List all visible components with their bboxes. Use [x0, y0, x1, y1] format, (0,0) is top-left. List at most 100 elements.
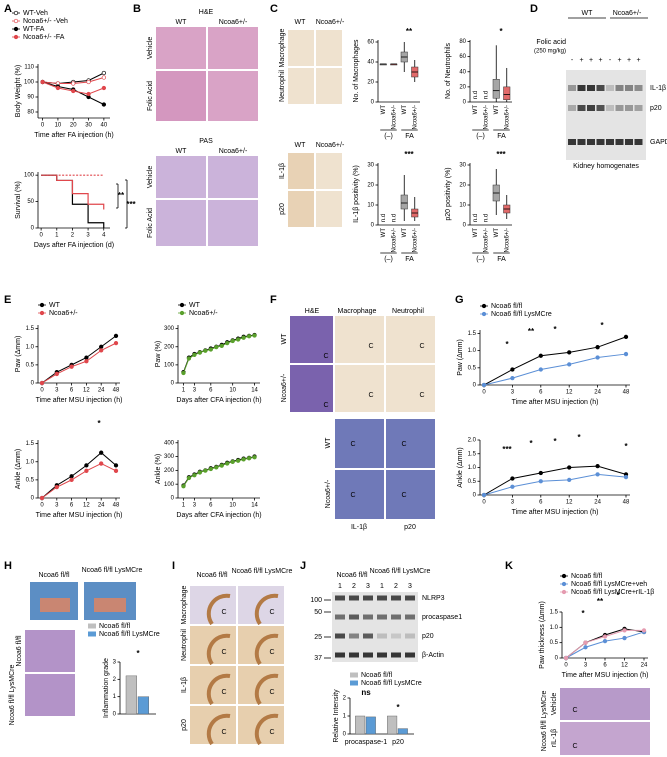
data-point [481, 492, 487, 498]
data-point [567, 350, 572, 355]
not-detected: n.d [473, 214, 479, 222]
y-tick-label: 50 [27, 199, 34, 205]
data-point [40, 79, 45, 85]
label: 37 [314, 655, 322, 662]
cartilage [206, 633, 231, 666]
x-tick-label: 0 [564, 663, 568, 669]
y-tick-label: 30 [459, 163, 466, 169]
y-tick-label: 1.5 [26, 441, 35, 447]
blot-band [568, 105, 576, 111]
x-tick-label: 3 [193, 503, 197, 509]
blot-band [625, 105, 633, 111]
data-point [225, 340, 230, 346]
significance: * [624, 442, 628, 451]
x-axis-label: Time after MSU injection (h) [36, 397, 123, 404]
label: Ncoa6 fl/fl LysMCre [541, 690, 548, 751]
y-tick-label: 0 [113, 712, 117, 718]
bar [387, 715, 398, 735]
y-tick-label: 3 [113, 660, 117, 666]
panel-letter: D [530, 3, 538, 15]
blot-band [349, 652, 359, 658]
data-point [99, 461, 104, 466]
y-tick-label: 0.5 [26, 362, 35, 368]
legend-label: Ncoa6 fl/fl LysMCre [99, 631, 160, 638]
ihc-image [288, 153, 314, 189]
blot-band [349, 614, 359, 620]
legend-marker [179, 302, 185, 308]
label: Ncoa6 fl/fl LysMCre [232, 568, 293, 575]
significance: * [577, 433, 581, 442]
blot-band [587, 139, 595, 145]
label: Folic Acid [147, 208, 154, 238]
legend-marker [561, 581, 567, 587]
x-tick-label: Ncoa6+/- [483, 228, 489, 253]
x-axis-label: Time after MSU injection (h) [36, 512, 123, 519]
blot-band [577, 139, 586, 145]
data-point [208, 466, 213, 472]
blot-band [349, 595, 359, 601]
x-tick-label: 1 [182, 503, 186, 509]
cartilage-label: C [269, 649, 274, 656]
label: p20 [650, 105, 662, 112]
data-point [230, 459, 235, 464]
panel-letter: B [133, 3, 141, 15]
group-label: (–) [384, 256, 393, 263]
y-tick-label: 100 [24, 80, 35, 86]
blot [332, 592, 418, 662]
data-point [186, 356, 192, 361]
label: p20 [422, 633, 434, 640]
blot-band [568, 85, 576, 91]
data-point [39, 380, 45, 386]
label: Neutrophil [279, 70, 286, 102]
data-point [252, 333, 257, 338]
box [492, 79, 500, 99]
legend-label: WT-Veh [23, 10, 48, 17]
cartilage [254, 593, 279, 626]
label: Kidney homogenates [573, 163, 639, 170]
label: Ncoa6+/- [316, 19, 345, 26]
data-point [219, 463, 224, 468]
series-line [483, 353, 627, 386]
y-tick-label: 0 [31, 496, 35, 502]
y-tick-label: 100 [24, 173, 35, 179]
blot-band [596, 105, 605, 111]
data-point [113, 340, 119, 346]
y-tick-label: 0 [555, 656, 559, 662]
label: Neutrophil [181, 629, 188, 661]
data-point [99, 344, 104, 349]
label: Ncoa6+/- [325, 479, 332, 508]
significance: * [396, 703, 400, 712]
label: Macrophage [181, 585, 188, 624]
y-tick-label: 0 [371, 223, 375, 229]
data-point [69, 364, 74, 369]
label: Ncoa6 fl/fl LysMCre [370, 568, 431, 575]
y-axis-label: No. of Macrophages [353, 39, 360, 103]
group-label: (–) [384, 133, 393, 140]
panel-letter: A [4, 3, 12, 15]
significance: * [529, 439, 533, 448]
data-point [86, 79, 91, 85]
data-point [181, 484, 186, 489]
y-tick-label: 1.0 [468, 465, 477, 471]
significance: * [616, 591, 620, 600]
series-line [41, 174, 105, 210]
legend-marker [481, 311, 487, 317]
blot-band [596, 85, 605, 91]
legend-label: Ncoa6 fl/fl LysMCre+rIL-1β [571, 589, 654, 596]
x-axis-label: Time after FA injection (h) [34, 132, 114, 139]
blot-band [377, 595, 387, 601]
significance: * [553, 437, 557, 446]
y-axis-label: p20 positivity (%) [445, 167, 452, 220]
x-tick-label: 3 [511, 500, 515, 506]
pas-image [156, 156, 206, 198]
cartilage-label: C [401, 492, 406, 499]
he-image [156, 71, 206, 121]
significance: ** [528, 327, 535, 336]
not-detected: n.d [391, 214, 397, 222]
not-detected: n.d [483, 91, 489, 99]
label: WT [295, 142, 307, 149]
blot-band [391, 652, 401, 658]
x-tick-label: 3 [55, 388, 59, 394]
he-image [25, 630, 75, 672]
